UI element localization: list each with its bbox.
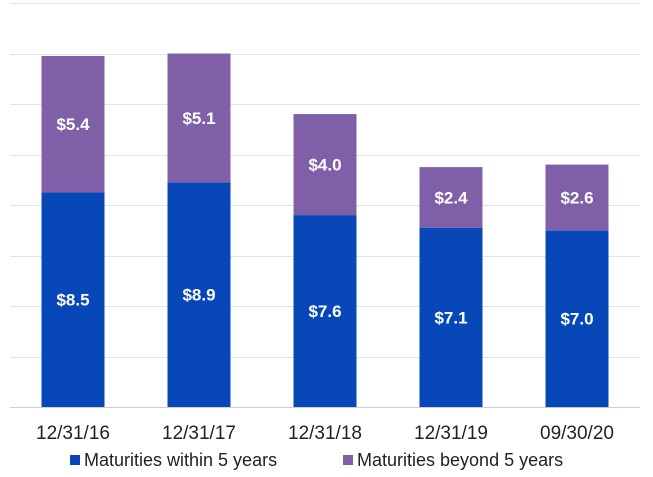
- bar-beyond-5: [545, 164, 609, 231]
- legend-swatch-within: [70, 455, 80, 465]
- bar-beyond-4: [419, 167, 483, 228]
- bar-within-2: [167, 182, 231, 407]
- legend-label-within: Maturities within 5 years: [84, 450, 277, 470]
- data-label-beyond-5: $2.6: [560, 188, 593, 207]
- x-tick-label: 12/31/19: [414, 423, 488, 444]
- bar-within-1: [41, 192, 105, 407]
- data-label-within-5: $7.0: [560, 310, 593, 329]
- bar-beyond-1: [41, 56, 105, 193]
- legend-label-beyond: Maturities beyond 5 years: [357, 450, 563, 470]
- x-tick-label: 12/31/17: [162, 423, 236, 444]
- x-tick-label: 12/31/18: [288, 423, 362, 444]
- data-label-within-3: $7.6: [308, 302, 341, 321]
- bars: [41, 53, 609, 408]
- data-label-beyond-3: $4.0: [308, 156, 341, 175]
- bar-beyond-3: [293, 114, 357, 216]
- bar-within-4: [419, 227, 483, 407]
- bar-beyond-2: [167, 53, 231, 183]
- data-label-within-1: $8.5: [56, 291, 89, 310]
- data-label-beyond-4: $2.4: [434, 188, 468, 207]
- data-label-within-2: $8.9: [182, 286, 215, 305]
- x-axis-tick-labels: 12/31/16 12/31/17 12/31/18 12/31/19 09/30/20: [36, 423, 614, 444]
- legend-swatch-beyond: [343, 455, 353, 465]
- x-tick-label: 09/30/20: [540, 423, 614, 444]
- bar-within-5: [545, 230, 609, 408]
- x-tick-label: 12/31/16: [36, 423, 110, 444]
- data-label-beyond-1: $5.4: [56, 115, 90, 134]
- data-labels: $8.5 $5.4 $8.9 $5.1 $7.6 $4.0 $7.1 $2.4 $7.0 $2.6: [56, 109, 593, 329]
- data-label-beyond-2: $5.1: [182, 109, 215, 128]
- data-label-within-4: $7.1: [434, 308, 467, 327]
- bar-within-3: [293, 215, 357, 407]
- legend: Maturities within 5 years Maturities bey…: [70, 450, 563, 470]
